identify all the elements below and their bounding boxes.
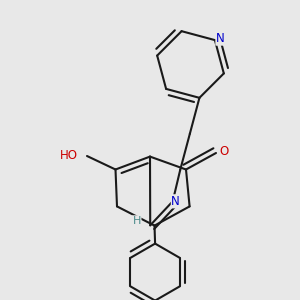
Text: N: N: [171, 195, 180, 208]
Text: HO: HO: [60, 149, 78, 162]
Text: H: H: [133, 216, 141, 226]
Text: N: N: [216, 32, 225, 45]
Text: O: O: [219, 145, 228, 158]
